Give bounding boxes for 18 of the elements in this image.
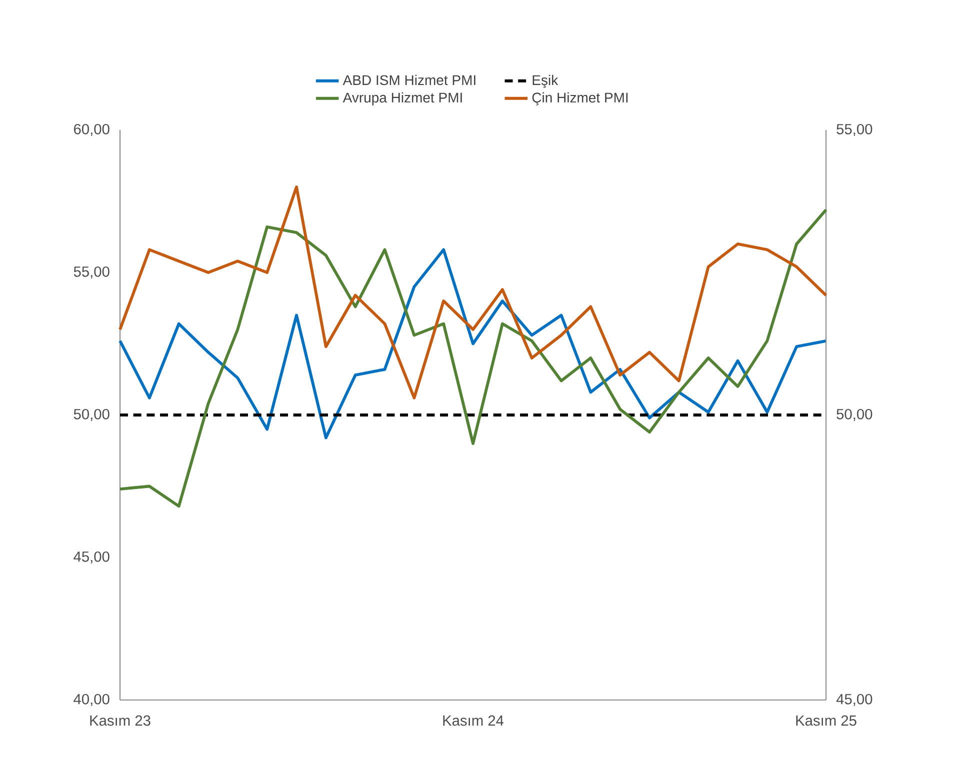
y2-tick-label: 50,00 [836, 408, 872, 422]
x-tick-label: Kasım 23 [90, 715, 150, 726]
y-tick-label: 40,00 [74, 694, 110, 706]
y-tick-label: 50,00 [74, 408, 110, 422]
y2-tick-label: 55,00 [836, 124, 872, 136]
legend-label: Çin Hizmet PMI [532, 92, 628, 106]
y2-tick-label: 45,00 [836, 694, 872, 706]
legend-label: Avrupa Hizmet PMI [342, 92, 462, 106]
y-tick-label: 45,00 [74, 551, 110, 564]
line-series [118, 248, 828, 440]
x-tick-label: Kasım 24 [443, 715, 504, 726]
line-series [118, 208, 828, 508]
line-series [118, 186, 828, 400]
y-tick-label: 60,00 [74, 124, 110, 136]
y-tick-label: 55,00 [74, 266, 110, 279]
x-tick-label: Kasım 25 [796, 715, 856, 726]
legend-label: ABD ISM Hizmet PMI [342, 74, 476, 86]
legend-label: Eşik [532, 74, 558, 88]
